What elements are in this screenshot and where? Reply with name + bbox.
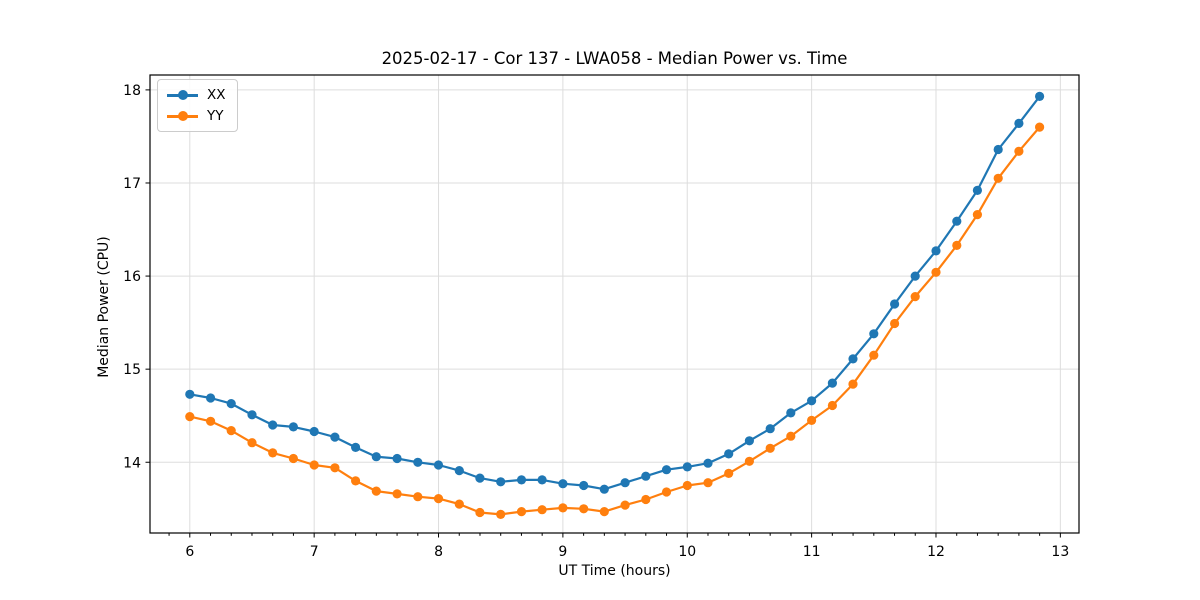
x-tick-label: 12 [927,544,945,560]
gridlines [150,75,1079,533]
y-tick-label: 15 [123,362,141,378]
y-axis-label: Median Power (CPU) [96,236,112,378]
legend-entry-xx: XX [167,85,226,105]
series-XX-markers [185,91,1045,494]
legend: XX YY [157,79,238,132]
series-YY-markers [185,122,1045,519]
y-tick-label: 16 [123,269,141,285]
series-YY-line [188,126,1041,516]
tick-labels: 6 7 8 9 10 11 12 13 14 15 16 17 18 [123,83,1069,560]
axes-frame [149,74,1080,534]
x-axis-label: UT Time (hours) [558,563,671,579]
y-tick-label: 18 [123,83,141,99]
legend-dot-yy [177,111,188,121]
legend-label-xx: XX [207,87,226,103]
legend-line-marker-icon [167,110,198,122]
x-tick-label: 11 [803,544,821,560]
x-tick-label: 9 [558,544,567,560]
y-tick-label: 17 [123,176,141,192]
x-tick-label: 10 [678,544,696,560]
x-tick-label: 13 [1051,544,1069,560]
x-tick-label: 7 [310,544,319,560]
axis-ticks [145,89,1061,538]
chart-title: 2025-02-17 - Cor 137 - LWA058 - Median P… [381,49,848,68]
legend-label-yy: YY [207,108,224,124]
x-tick-label: 6 [185,544,194,560]
x-tick-label: 8 [434,544,443,560]
legend-dot-xx [177,90,188,100]
legend-entry-yy: YY [167,106,226,126]
y-tick-label: 14 [123,455,141,471]
legend-line-marker-icon [167,89,198,101]
